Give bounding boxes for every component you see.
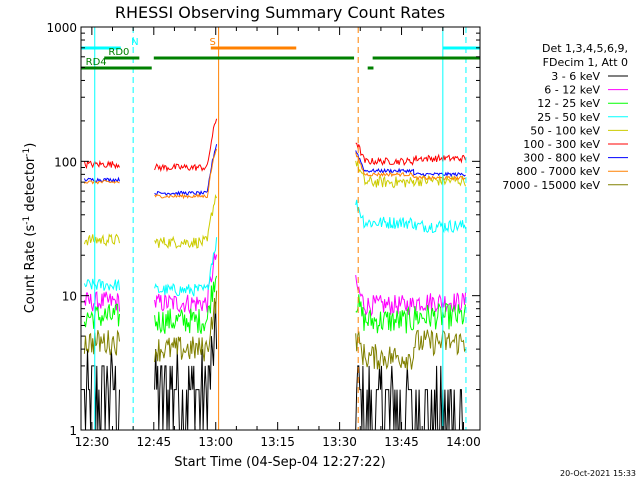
- x-tick-label: 13:45: [384, 435, 419, 449]
- y-axis-label: Count Rate (s-1 detector-1): [22, 143, 38, 314]
- chart-title: RHESSI Observing Summary Count Rates: [115, 3, 445, 22]
- axis-layer: 1 10 100 1000 12:30 12:45 13:00 13:15 13:30 13:45…: [46, 21, 480, 449]
- legend: Det 1,3,4,5,6,9, FDecim 1, Att 0 3 - 6 k…: [502, 42, 628, 192]
- legend-label: 25 - 50 keV: [537, 111, 600, 124]
- plot-frame: [80, 26, 481, 431]
- x-tick-label: 13:00: [198, 435, 233, 449]
- series-line: [83, 275, 466, 334]
- y-tick-label: 1: [69, 424, 77, 438]
- x-tick-label: 13:15: [260, 435, 295, 449]
- legend-label: 7000 - 15000 keV: [502, 179, 600, 192]
- y-tick-label: 10: [62, 290, 77, 304]
- legend-header-line-2: FDecim 1, Att 0: [543, 56, 628, 69]
- legend-label: 300 - 800 keV: [523, 152, 600, 165]
- series-line: [83, 199, 466, 297]
- legend-label: 3 - 6 keV: [551, 70, 600, 83]
- flag-label: N: [131, 37, 138, 48]
- series-line: [83, 118, 466, 173]
- legend-label: 6 - 12 keV: [544, 84, 600, 97]
- legend-label: 100 - 300 keV: [523, 138, 600, 151]
- x-tick-label: 14:00: [446, 435, 481, 449]
- x-tick-label: 12:45: [137, 435, 172, 449]
- flag-label: RD4: [86, 57, 107, 68]
- series-line: [84, 148, 466, 200]
- flag-label: S: [210, 37, 216, 48]
- legend-label: 12 - 25 keV: [537, 97, 600, 110]
- y-tick-label: 1000: [46, 21, 77, 35]
- x-tick-label: 13:30: [322, 435, 357, 449]
- y-tick-label: 100: [54, 155, 77, 169]
- x-axis-label: Start Time (04-Sep-04 12:27:22): [174, 455, 385, 470]
- flag-label: RD0: [108, 47, 129, 58]
- legend-header-line-1: Det 1,3,4,5,6,9,: [542, 42, 628, 55]
- legend-label: 800 - 7000 keV: [516, 165, 600, 178]
- legend-label: 50 - 100 keV: [530, 124, 600, 137]
- timestamp: 20-Oct-2021 15:33: [560, 469, 636, 478]
- series-line: [83, 290, 466, 370]
- series-line: [83, 160, 466, 249]
- series-line: [83, 144, 466, 197]
- x-tick-label: 12:30: [75, 435, 110, 449]
